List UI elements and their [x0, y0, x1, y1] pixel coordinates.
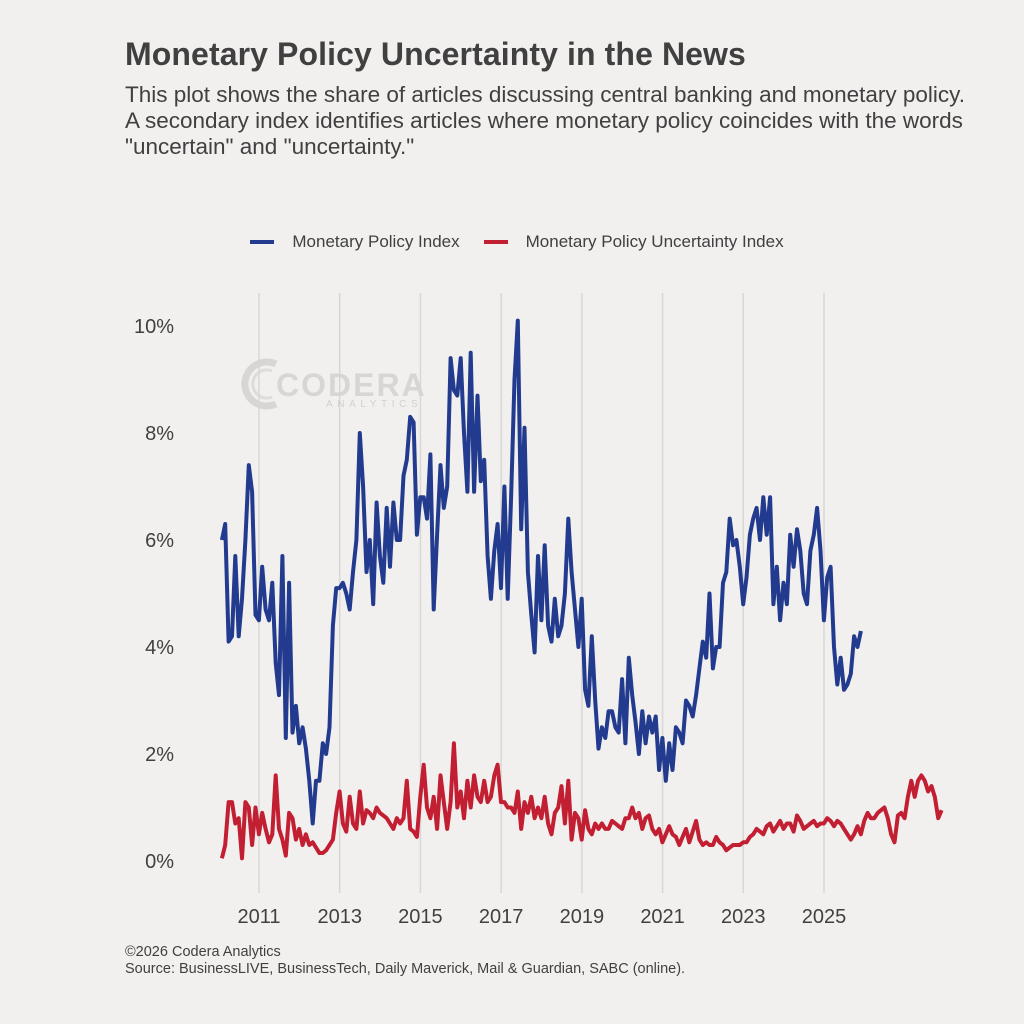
codera-logo-icon [241, 358, 278, 410]
x-tick-label: 2017 [479, 906, 524, 928]
legend-label: Monetary Policy Uncertainty Index [525, 232, 784, 251]
watermark-main: CODERA [276, 367, 427, 403]
x-tick-label: 2025 [802, 906, 847, 928]
x-tick-label: 2019 [560, 906, 605, 928]
y-axis: 0% 2% 4% 6% 8% 10% [134, 316, 174, 873]
series-line-uncertainty-index [219, 741, 944, 861]
y-tick-label: 8% [145, 423, 174, 445]
legend-label: Monetary Policy Index [292, 232, 460, 251]
legend-item-uncertainty-index: Monetary Policy Uncertainty Index [474, 232, 784, 252]
chart-title: Monetary Policy Uncertainty in the News [125, 36, 746, 72]
series-lines [219, 318, 944, 861]
legend-swatch-red [483, 240, 508, 244]
x-tick-label: 2013 [317, 906, 362, 928]
y-tick-label: 10% [134, 316, 174, 338]
x-axis: 2011 2013 2015 2017 2019 2021 2023 2025 [237, 906, 846, 928]
legend-item-monetary-policy-index: Monetary Policy Index [240, 232, 460, 252]
y-tick-label: 0% [145, 851, 174, 873]
x-tick-label: 2023 [721, 906, 766, 928]
y-tick-label: 4% [145, 637, 174, 659]
chart-footer: ©2026 Codera Analytics Source: BusinessL… [125, 944, 685, 978]
x-tick-label: 2021 [640, 906, 685, 928]
chart-legend: Monetary Policy Index Monetary Policy Un… [0, 232, 1024, 252]
chart-subtitle: This plot shows the share of articles di… [125, 82, 966, 159]
codera-watermark: CODERA ANALYTICS [241, 358, 427, 410]
legend-swatch-blue [250, 240, 275, 244]
watermark-sub: ANALYTICS [326, 399, 422, 410]
source-note: Source: BusinessLIVE, BusinessTech, Dail… [125, 961, 686, 977]
x-tick-label: 2011 [237, 906, 280, 928]
y-tick-label: 2% [145, 744, 174, 766]
series-line-monetary-policy-index [219, 318, 863, 826]
y-tick-label: 6% [145, 530, 174, 552]
copyright-note: ©2026 Codera Analytics [125, 944, 281, 960]
x-tick-label: 2015 [398, 906, 443, 928]
